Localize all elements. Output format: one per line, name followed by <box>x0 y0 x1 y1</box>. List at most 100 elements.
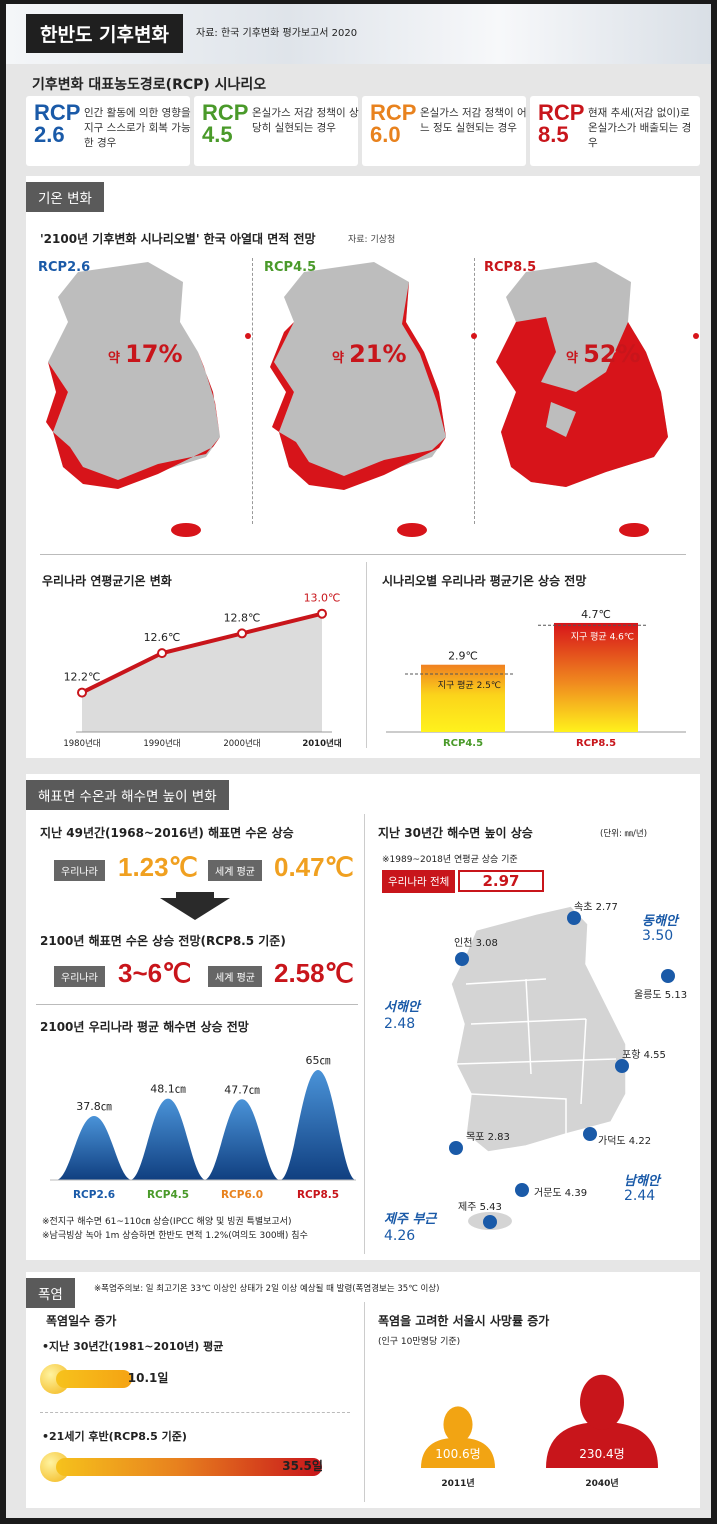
sea-level-label: 47.7㎝ <box>224 1083 260 1096</box>
rcp-card-desc: 온실가스 저감 정책이 상당히 실현되는 경우 <box>252 107 359 134</box>
sea-panel: 지난 49년간(1968~2016년) 해표면 수온 상승 우리나라 1.23℃… <box>26 774 700 1260</box>
station-label-mokpo: 목포 2.83 <box>466 1132 510 1143</box>
line-tick-label: 2000년대 <box>223 738 260 749</box>
province-borders <box>455 978 617 1134</box>
line-series <box>81 611 323 695</box>
line-data-label: 13.0℃ <box>304 592 341 605</box>
line-tick-label: 1980년대 <box>63 738 100 749</box>
bar-tick-label: RCP8.5 <box>576 738 616 749</box>
sea-level-tick-label: RCP2.6 <box>73 1189 115 1201</box>
station-label-sokcho: 속초 2.77 <box>574 902 618 913</box>
total-value: 2.97 <box>458 870 544 892</box>
rcp-card-60: RCP 6.0 온실가스 저감 정책이 어느 정도 실현되는 경우 <box>362 96 527 166</box>
mortality-sub: (인구 10만명당 기준) <box>378 1337 461 1347</box>
world-chip: 세계 평균 <box>208 966 262 987</box>
sea-note-1: ※전지구 해수면 61~110㎝ 상승(IPCC 해양 및 빙권 특별보고서) <box>42 1217 292 1227</box>
mortality-title: 폭염을 고려한 서울시 사망률 증가 <box>378 1314 550 1328</box>
rcp-card-45: RCP 4.5 온실가스 저감 정책이 상당히 실현되는 경우 <box>194 96 359 166</box>
korea-sst-value: 1.23℃ <box>118 852 198 882</box>
station-marker-mokpo <box>449 1141 463 1155</box>
sea-level-tick-label: RCP4.5 <box>147 1189 189 1201</box>
column-divider <box>364 1302 365 1502</box>
subtropical-area <box>496 317 668 487</box>
sea-level-chart-title: 2100년 우리나라 평균 해수면 상승 전망 <box>40 1020 249 1034</box>
station-marker-jeju <box>483 1215 497 1229</box>
temperature-panel: '2100년 기후변화 시나리오별' 한국 아열대 면적 전망 자료: 기상청 … <box>26 176 700 758</box>
sea-level-bell <box>204 1099 280 1180</box>
sea-level-bell <box>130 1098 206 1180</box>
line-data-label: 12.2℃ <box>64 671 101 684</box>
region-value-west: 2.48 <box>384 1016 416 1032</box>
heat-panel: ※폭염주의보: 일 최고기온 33℃ 이상인 상태가 2일 이상 예상될 때 발… <box>26 1272 700 1508</box>
station-label-geomundo: 거문도 4.39 <box>534 1188 588 1199</box>
sea-note-2: ※남극빙상 녹아 1m 상승하면 한반도 면적 1.2%(여의도 300배) 침… <box>42 1231 308 1241</box>
bar-data-label: 2.9℃ <box>448 650 478 663</box>
line-point <box>157 648 167 659</box>
subtropical-map-title: '2100년 기후변화 시나리오별' 한국 아열대 면적 전망 <box>40 232 316 246</box>
bar-data-label: 4.7℃ <box>581 608 611 621</box>
ulleung-island <box>245 333 251 339</box>
korea-chip: 우리나라 <box>54 860 105 881</box>
sea-level-bell <box>280 1070 356 1180</box>
mortality-value: 100.6명 <box>435 1447 480 1461</box>
subtropical-value-rcp85: 약 52% <box>566 340 641 368</box>
region-name-west: 서해안 <box>384 1000 420 1015</box>
bar <box>554 622 638 732</box>
station-label-incheon: 인천 3.08 <box>454 938 498 949</box>
region-value-jeju: 4.26 <box>384 1228 416 1244</box>
mortality-year: 2040년 <box>585 1477 618 1489</box>
line-area <box>82 613 322 732</box>
subtropical-area <box>46 362 68 432</box>
subtropical-area <box>270 322 294 432</box>
station-marker-ulleungdo <box>661 969 675 983</box>
chart-divider <box>366 562 367 748</box>
sea-map-title: 지난 30년간 해수면 높이 상승 <box>378 826 533 840</box>
sea-level-label: 37.8㎝ <box>76 1100 112 1113</box>
person-head <box>580 1374 624 1430</box>
subtropical-area <box>53 432 220 489</box>
sea-level-label: 48.1㎝ <box>150 1083 186 1096</box>
line-chart-title: 우리나라 연평균기온 변화 <box>42 574 172 588</box>
map-label-rcp85: RCP8.5 <box>484 260 537 275</box>
line-tick-label: 1990년대 <box>143 738 180 749</box>
map-rcp26 <box>46 262 251 537</box>
jeju-island <box>171 523 201 537</box>
map-rcp45 <box>270 262 477 537</box>
thermo-label-past: 10.1일 <box>127 1371 169 1385</box>
ulleung-island <box>471 333 477 339</box>
future-label: •21세기 후반(RCP8.5 기준) <box>42 1430 187 1443</box>
line-point <box>237 628 247 639</box>
page-title: 한반도 기후변화 <box>26 14 183 53</box>
map-divider <box>474 258 475 524</box>
jeju-island <box>619 523 649 537</box>
line-point <box>317 608 327 619</box>
subtropical-value-rcp26: 약 17% <box>108 340 183 368</box>
rcp-card-code: RCP 8.5 <box>538 100 585 147</box>
station-marker-geomundo <box>515 1183 529 1197</box>
region-name-south: 남해안 <box>624 1174 660 1189</box>
region-value-east: 3.50 <box>642 928 674 944</box>
map-rcp85 <box>496 262 699 537</box>
subtropical-value-rcp45: 약 21% <box>332 340 407 368</box>
sea-map-unit: (단위: ㎜/년) <box>600 829 648 839</box>
map-label-rcp45: RCP4.5 <box>264 260 317 275</box>
rcp-card-desc: 현재 추세(저감 없이)로 온실가스가 배출되는 경우 <box>588 107 692 149</box>
world-chip: 세계 평균 <box>208 860 262 881</box>
bar-tick-label: RCP4.5 <box>443 738 483 749</box>
rcp-card-code: RCP 2.6 <box>34 100 81 147</box>
korea-land <box>564 322 616 367</box>
sea-level-tick-label: RCP6.0 <box>221 1189 263 1201</box>
sst-title: 지난 49년간(1968~2016년) 해표면 수온 상승 <box>40 826 294 840</box>
past-label: •지난 30년간(1981~2010년) 평균 <box>42 1340 224 1353</box>
section-divider <box>40 1412 350 1413</box>
region-value-south: 2.44 <box>624 1188 656 1204</box>
proj-title: 2100년 해표면 수온 상승 전망(RCP8.5 기준) <box>40 934 286 948</box>
rcp-card-desc: 인간 활동에 의한 영향을 지구 스스로가 회복 가능한 경우 <box>84 107 191 149</box>
reference-label: 지구 평균 4.6℃ <box>571 631 634 642</box>
sea-level-map <box>449 905 675 1230</box>
rcp-card-code: RCP 4.5 <box>202 100 249 147</box>
korea-chip: 우리나라 <box>54 966 105 987</box>
rcp-card-85: RCP 8.5 현재 추세(저감 없이)로 온실가스가 배출되는 경우 <box>530 96 700 166</box>
station-label-ulleungdo: 울릉도 5.13 <box>634 990 688 1001</box>
rcp-heading: 기후변화 대표농도경로(RCP) 시나리오 <box>32 77 267 93</box>
